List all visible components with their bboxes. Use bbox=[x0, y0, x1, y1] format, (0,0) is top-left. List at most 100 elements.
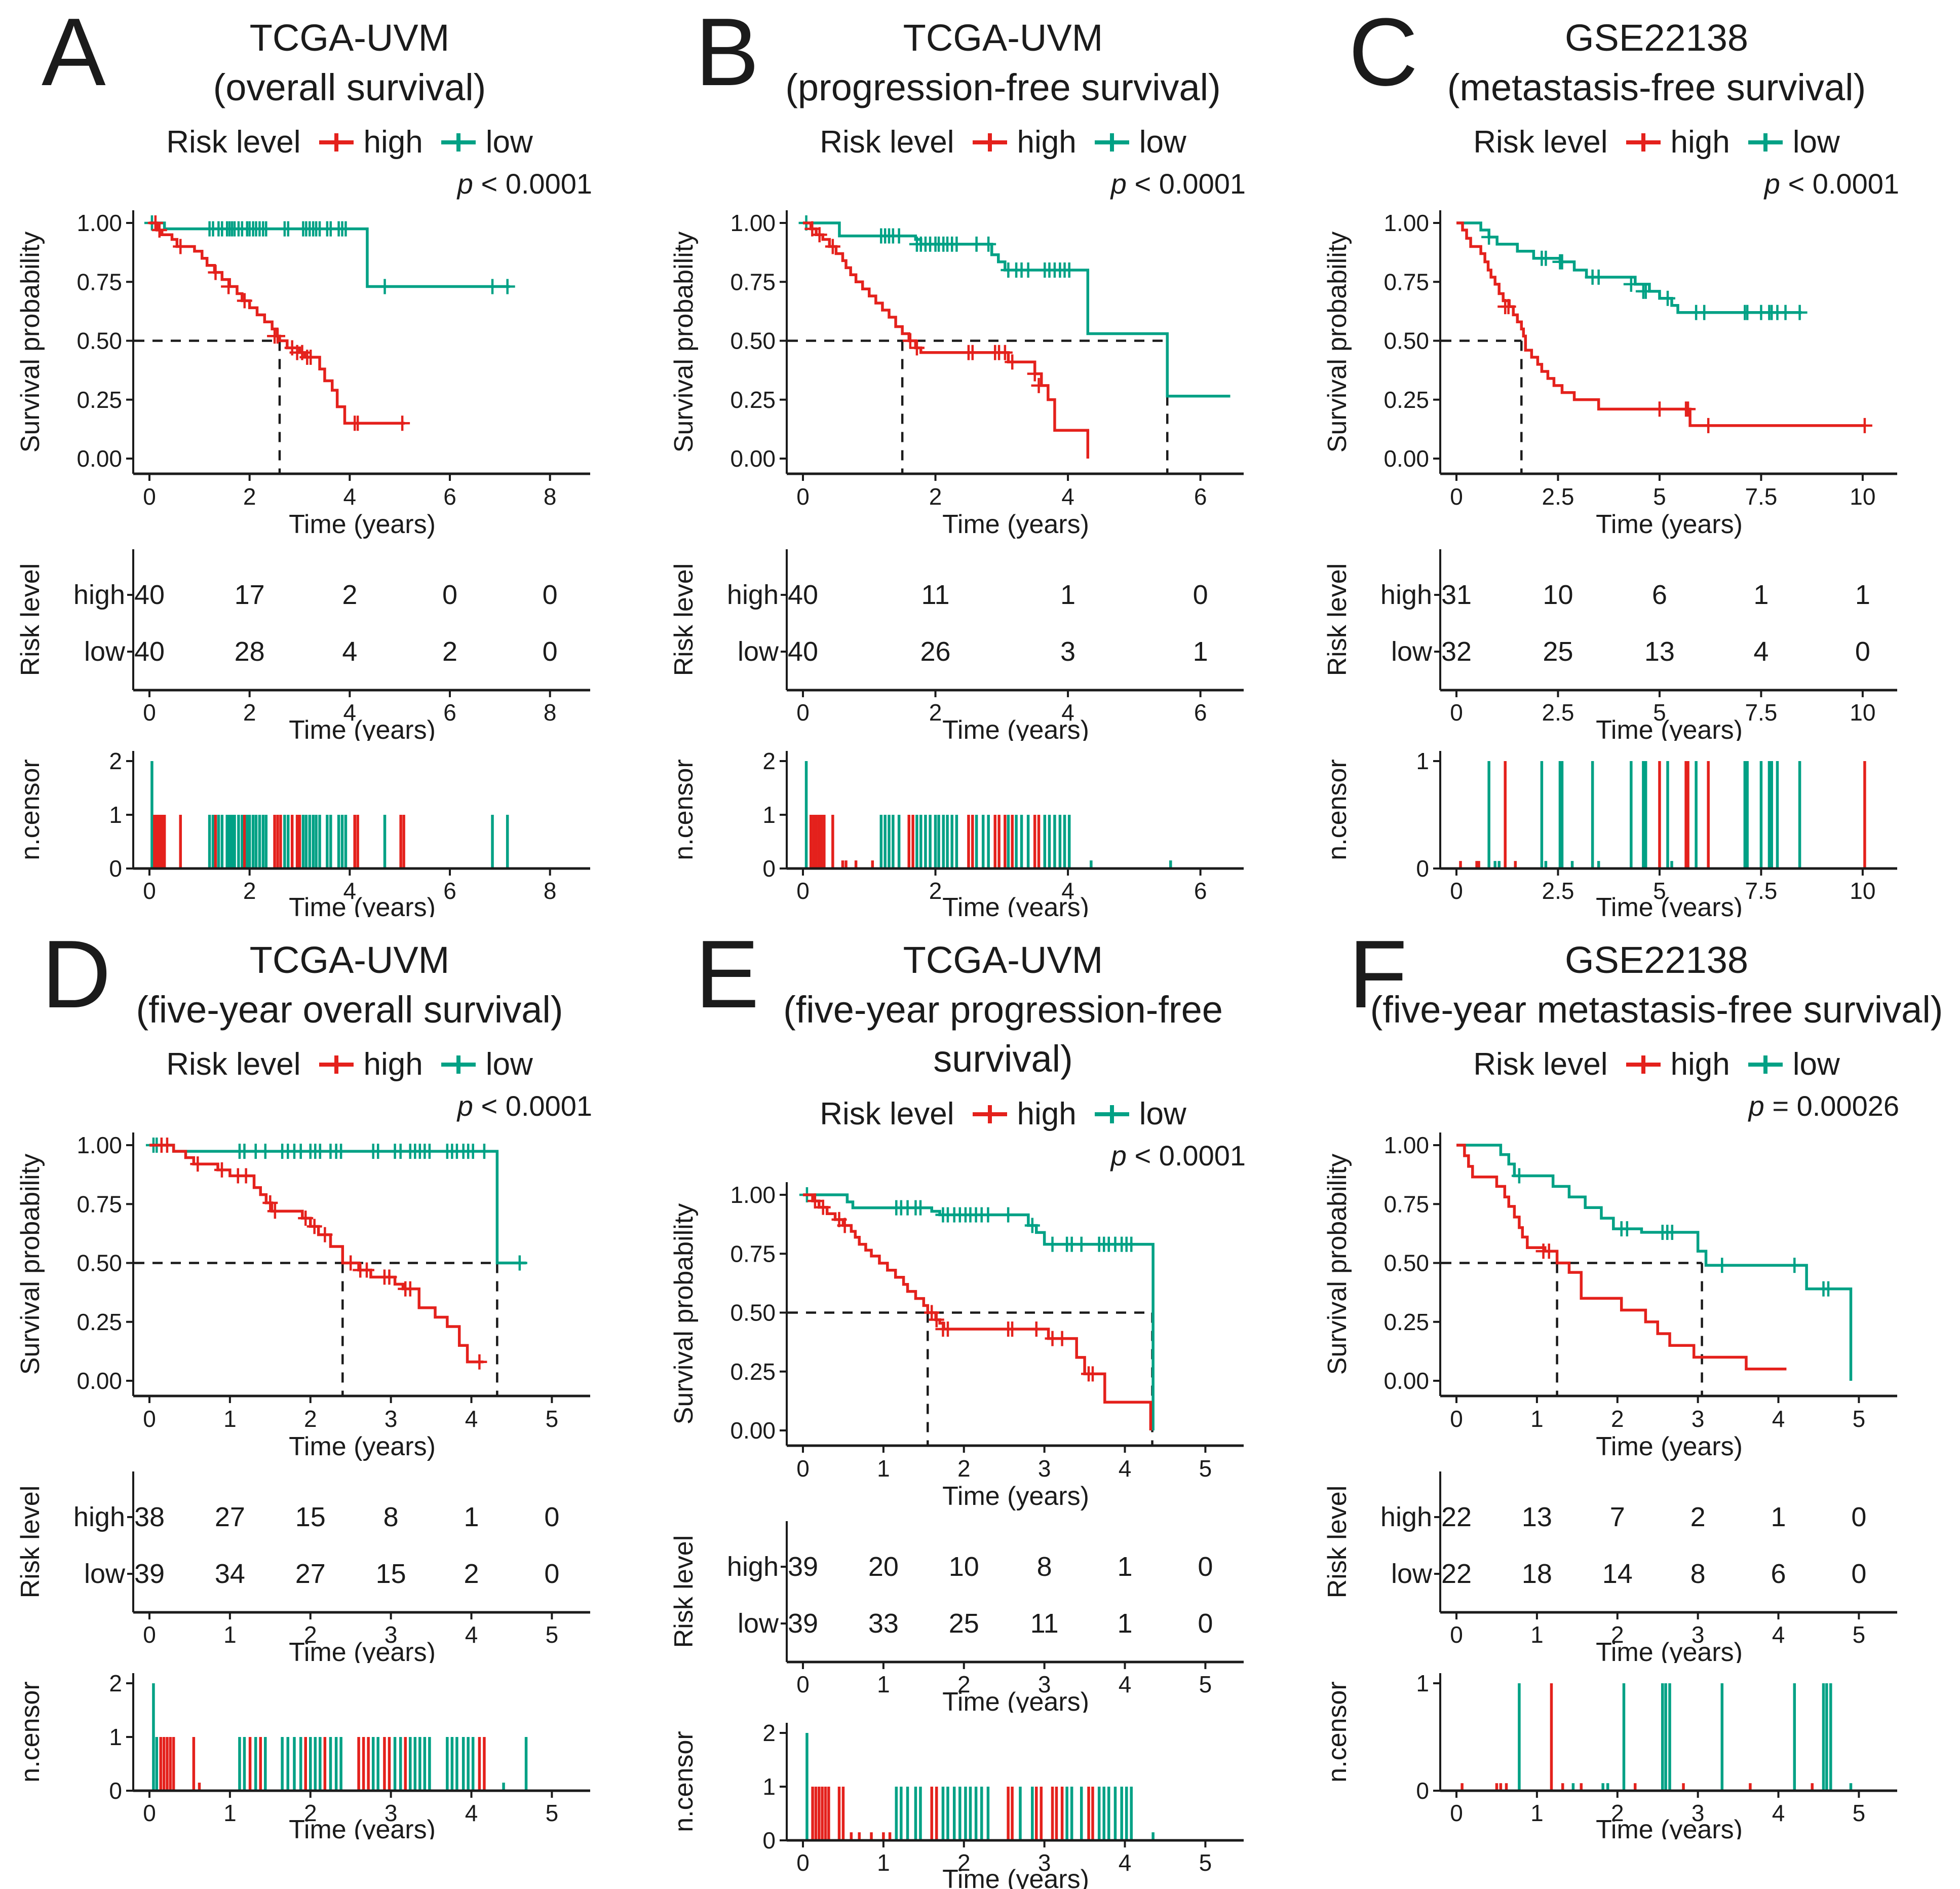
svg-text:1.00: 1.00 bbox=[76, 1132, 122, 1158]
svg-text:Time (years): Time (years) bbox=[1596, 715, 1743, 741]
survival-plot: 0.00 0.25 0.50 0.75 1.00 0 2.5 5 7.5 10 Time (year… bbox=[1323, 210, 1897, 539]
panel-title: TCGA-UVM (five-year progression-free sur… bbox=[666, 935, 1294, 1084]
svg-text:5: 5 bbox=[1653, 483, 1666, 510]
risk-count: 0 bbox=[543, 636, 558, 667]
svg-text:0.75: 0.75 bbox=[730, 1240, 776, 1267]
risk-count: 0 bbox=[1851, 1559, 1866, 1589]
svg-text:0: 0 bbox=[143, 1621, 156, 1648]
legend-high-label: high bbox=[363, 1047, 423, 1082]
risk-table: high 31 10 6 1 1 low 32 25 13 4 0 0 2.5 5 7.5 10 Time (ye… bbox=[1323, 549, 1897, 741]
svg-text:3: 3 bbox=[1038, 1455, 1051, 1482]
svg-text:2: 2 bbox=[1611, 1621, 1624, 1648]
svg-text:6: 6 bbox=[443, 878, 456, 904]
svg-text:1: 1 bbox=[223, 1621, 237, 1648]
km-curve-low bbox=[145, 1138, 527, 1271]
censor-bars bbox=[804, 761, 1172, 869]
svg-text:5: 5 bbox=[546, 1621, 559, 1648]
svg-text:5: 5 bbox=[1199, 1671, 1212, 1697]
legend-low-label: low bbox=[1139, 1097, 1186, 1132]
risk-row-label-low: low bbox=[84, 636, 126, 667]
svg-text:Time (years): Time (years) bbox=[289, 1638, 436, 1663]
km-panel-d: D TCGA-UVM (five-year overall survival) … bbox=[0, 922, 654, 1844]
panel-letter: D bbox=[42, 921, 111, 1028]
svg-text:0.75: 0.75 bbox=[76, 269, 122, 295]
risk-count: 11 bbox=[1030, 1608, 1059, 1639]
legend-item-high: high bbox=[318, 124, 423, 160]
km-curve-low bbox=[144, 215, 515, 294]
risk-count: 1 bbox=[1193, 636, 1208, 667]
risk-count: 18 bbox=[1522, 1559, 1552, 1589]
censor-bars bbox=[1459, 761, 1866, 869]
svg-text:2: 2 bbox=[109, 748, 122, 774]
censor-marks-low bbox=[799, 1187, 1139, 1252]
survival-plot: 0.00 0.25 0.50 0.75 1.00 0 1 2 3 4 5 Time (years) Su… bbox=[1323, 1132, 1897, 1461]
svg-text:Time (years): Time (years) bbox=[289, 1432, 436, 1461]
svg-text:10: 10 bbox=[1850, 483, 1875, 510]
risk-count: 38 bbox=[134, 1502, 165, 1532]
censor-marks-high bbox=[153, 1138, 487, 1370]
risk-count: 1 bbox=[1855, 580, 1870, 610]
svg-text:0.00: 0.00 bbox=[730, 1417, 776, 1444]
svg-text:0: 0 bbox=[796, 483, 810, 510]
km-curve-high bbox=[1456, 1144, 1787, 1371]
censor-marks-low bbox=[145, 1138, 527, 1271]
censor-bars bbox=[152, 1683, 528, 1791]
risk-count: 11 bbox=[921, 580, 950, 610]
low-censor-key-icon bbox=[1748, 1055, 1783, 1074]
high-censor-key-icon bbox=[972, 133, 1007, 152]
svg-text:2: 2 bbox=[957, 1455, 971, 1482]
risk-table: high 40 17 2 0 0 low 40 28 4 2 0 0 2 4 6 8 Time (years) Ri… bbox=[16, 549, 590, 741]
risk-count: 2 bbox=[342, 580, 357, 610]
svg-text:1: 1 bbox=[223, 1800, 237, 1826]
svg-text:3: 3 bbox=[1692, 1800, 1705, 1826]
low-censor-key-icon bbox=[441, 133, 476, 152]
risk-table-area: high 31 10 6 1 1 low 32 25 13 4 0 0 2.5 5 7.5 10 Time (ye… bbox=[1323, 549, 1897, 741]
p-value: p < 0.0001 bbox=[1110, 1140, 1246, 1172]
risk-count: 6 bbox=[1652, 580, 1667, 610]
risk-table-area: high 40 17 2 0 0 low 40 28 4 2 0 0 2 4 6 8 Time (years) Ri… bbox=[16, 549, 590, 741]
svg-text:4: 4 bbox=[343, 878, 357, 904]
svg-text:Survival probability: Survival probability bbox=[669, 232, 699, 452]
svg-text:1: 1 bbox=[1416, 748, 1429, 774]
risk-count: 6 bbox=[1771, 1559, 1786, 1589]
svg-text:1: 1 bbox=[877, 1849, 890, 1876]
legend-item-low: low bbox=[1747, 124, 1840, 160]
svg-text:1.00: 1.00 bbox=[1383, 1132, 1429, 1158]
svg-text:5: 5 bbox=[1199, 1849, 1212, 1876]
svg-text:1: 1 bbox=[1530, 1621, 1544, 1648]
svg-text:0: 0 bbox=[1450, 1406, 1463, 1432]
svg-text:Survival probability: Survival probability bbox=[1323, 232, 1352, 452]
svg-text:2: 2 bbox=[304, 1800, 317, 1826]
panel-title: TCGA-UVM (overall survival) bbox=[13, 13, 641, 112]
panel-title-line2: (five-year metastasis-free survival) bbox=[1370, 988, 1943, 1031]
svg-text:Time (years): Time (years) bbox=[942, 715, 1089, 741]
svg-text:0.75: 0.75 bbox=[76, 1191, 122, 1218]
svg-text:4: 4 bbox=[1061, 483, 1074, 510]
svg-text:2: 2 bbox=[929, 878, 942, 904]
p-value-number: < 0.0001 bbox=[1788, 168, 1899, 200]
censor-marks-low bbox=[144, 215, 515, 294]
svg-text:0: 0 bbox=[109, 1778, 122, 1804]
risk-row-label-high: high bbox=[1380, 580, 1432, 610]
risk-count: 26 bbox=[920, 636, 950, 667]
censor-plot-area: 0 1 2 0 2 4 6 8 Time (years) n.censor bbox=[16, 748, 590, 917]
panel-title-line2: (overall survival) bbox=[213, 66, 486, 108]
legend-item-high: high bbox=[1625, 1046, 1730, 1082]
panel-title-line1: TCGA-UVM bbox=[249, 17, 450, 59]
svg-text:0.00: 0.00 bbox=[1383, 445, 1429, 472]
svg-text:6: 6 bbox=[1194, 699, 1207, 726]
p-value: p < 0.0001 bbox=[457, 168, 592, 200]
median-reference-lines bbox=[134, 339, 281, 474]
svg-text:8: 8 bbox=[544, 483, 557, 510]
svg-text:1: 1 bbox=[1416, 1670, 1429, 1696]
svg-text:Risk level: Risk level bbox=[669, 1535, 699, 1648]
svg-text:1: 1 bbox=[762, 1773, 776, 1800]
svg-text:1: 1 bbox=[109, 1724, 122, 1750]
svg-text:4: 4 bbox=[343, 483, 357, 510]
p-value: p < 0.0001 bbox=[1110, 168, 1246, 200]
svg-text:0: 0 bbox=[1450, 1621, 1463, 1648]
p-value-number: < 0.0001 bbox=[1134, 168, 1246, 200]
svg-text:1.00: 1.00 bbox=[76, 210, 122, 236]
